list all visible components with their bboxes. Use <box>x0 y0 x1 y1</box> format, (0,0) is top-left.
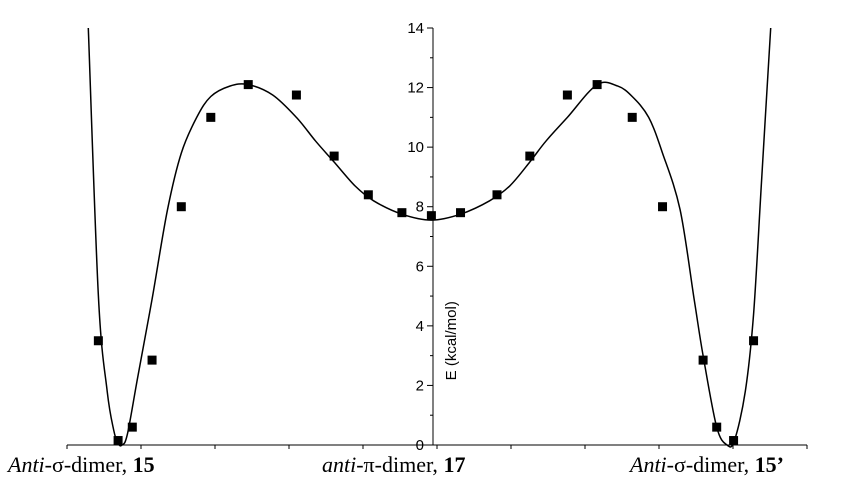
label-1-italic: Anti <box>8 452 45 477</box>
label-2-italic: anti <box>322 452 357 477</box>
data-point <box>243 80 253 90</box>
label-anti-sigma-dimer-15: Anti-σ-dimer, 15 <box>8 452 155 478</box>
y-tick-label: 10 <box>407 139 424 156</box>
label-1-text: -σ-dimer, <box>44 452 133 477</box>
data-point <box>397 208 407 218</box>
label-3-text: -σ-dimer, <box>666 452 755 477</box>
data-point <box>712 422 722 432</box>
data-point <box>127 422 137 432</box>
data-point <box>562 90 572 100</box>
data-point <box>698 355 708 365</box>
data-point <box>658 202 668 212</box>
data-point <box>147 355 157 365</box>
label-2-text: -π-dimer, <box>356 452 444 477</box>
label-1-bold: 15 <box>132 452 155 477</box>
y-ticks: 0 2 4 6 8 10 12 14 <box>407 20 433 454</box>
data-points <box>93 80 759 446</box>
data-point <box>329 151 339 161</box>
data-point <box>176 202 186 212</box>
y-axis-title: E (kcal/mol) <box>443 301 460 380</box>
label-3-italic: Anti <box>630 452 667 477</box>
y-tick-label: 8 <box>416 199 424 216</box>
x-ticks <box>66 445 808 449</box>
y-tick-label: 0 <box>416 437 424 454</box>
label-3-bold: 15’ <box>754 452 784 477</box>
fit-curve <box>87 27 772 448</box>
axes: 0 2 4 6 8 10 12 14 <box>66 20 808 454</box>
label-anti-pi-dimer-17: anti-π-dimer, 17 <box>322 452 465 478</box>
y-tick-label: 4 <box>416 318 424 335</box>
data-point <box>592 80 602 90</box>
data-point <box>426 211 436 221</box>
data-point <box>749 336 759 346</box>
data-point <box>525 151 535 161</box>
label-2-bold: 17 <box>443 452 466 477</box>
data-point <box>492 190 502 200</box>
y-tick-label: 14 <box>407 20 424 37</box>
data-point <box>363 190 373 200</box>
y-tick-label: 2 <box>416 377 424 394</box>
data-point <box>206 112 216 122</box>
data-point <box>456 208 466 218</box>
y-tick-label: 12 <box>407 80 424 97</box>
data-point <box>729 436 739 446</box>
data-point <box>627 112 637 122</box>
data-point <box>93 336 103 346</box>
data-point <box>113 436 123 446</box>
data-point <box>291 90 301 100</box>
label-anti-sigma-dimer-15-prime: Anti-σ-dimer, 15’ <box>630 452 784 478</box>
y-tick-label: 6 <box>416 258 424 275</box>
